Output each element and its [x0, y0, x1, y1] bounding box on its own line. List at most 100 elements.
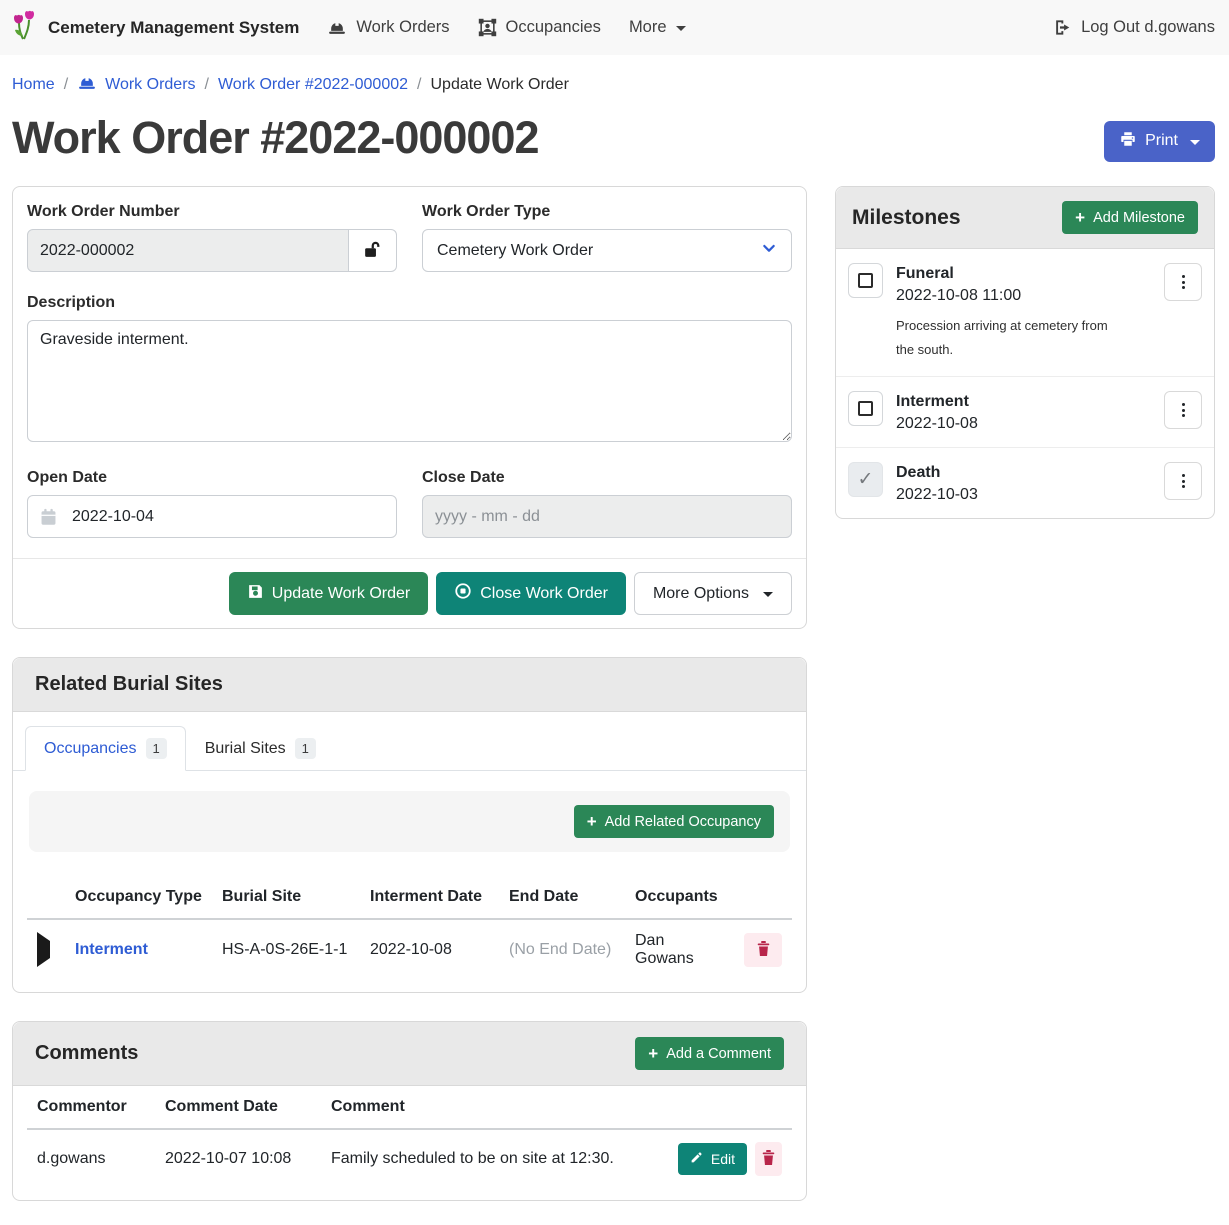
breadcrumb-home[interactable]: Home [12, 76, 55, 93]
nav-more[interactable]: More [629, 18, 686, 37]
tab-occupancies-count: 1 [145, 738, 167, 759]
breadcrumb: Home / Work Orders / Work Order #2022-00… [0, 55, 1229, 96]
add-related-occupancy-label: Add Related Occupancy [604, 813, 761, 830]
comment-date-cell: 2022-10-07 10:08 [165, 1150, 292, 1167]
logout-icon [1053, 18, 1072, 37]
app-brand[interactable]: Cemetery Management System [12, 10, 299, 45]
delete-occupancy-button[interactable] [744, 933, 782, 967]
work-order-number-input[interactable] [27, 229, 349, 272]
close-date-input[interactable] [422, 495, 792, 538]
header-actions [670, 1086, 792, 1130]
description-textarea[interactable]: Graveside interment. [27, 320, 792, 442]
occupancy-type-link[interactable]: Interment [75, 941, 148, 958]
milestone-name: Funeral [896, 265, 954, 282]
nav-occupancies[interactable]: Occupancies [478, 18, 601, 37]
header-actions [734, 876, 792, 920]
app-title: Cemetery Management System [48, 17, 300, 37]
trash-icon [756, 940, 771, 960]
update-work-order-button[interactable]: Update Work Order [228, 572, 429, 615]
unlock-button[interactable] [349, 229, 397, 272]
breadcrumb-work-orders[interactable]: Work Orders [77, 74, 196, 96]
tulip-logo-icon [12, 10, 38, 45]
chevron-down-icon [675, 26, 686, 31]
hard-hat-icon [77, 74, 97, 96]
milestone-date: 2022-10-03 [896, 486, 978, 504]
description-label: Description [27, 294, 116, 311]
edit-comment-button[interactable]: Edit [677, 1143, 747, 1175]
header-commentor: Commentor [27, 1086, 155, 1130]
header-expand [27, 876, 65, 920]
more-options-label: More Options [652, 584, 749, 602]
more-options-button[interactable]: More Options [633, 572, 792, 615]
breadcrumb-separator: / [204, 76, 209, 93]
breadcrumb-work-order-number[interactable]: Work Order #2022-000002 [217, 76, 409, 93]
milestone-date: 2022-10-08 [896, 415, 978, 433]
add-comment-label: Add a Comment [666, 1045, 771, 1062]
milestone-name: Death [896, 464, 941, 482]
related-burial-sites-title: Related Burial Sites [35, 673, 223, 695]
occupancy-frame-person-icon [478, 18, 497, 37]
open-date-input[interactable] [27, 495, 397, 538]
breadcrumb-work-orders-label: Work Orders [105, 76, 196, 93]
nav-work-orders[interactable]: Work Orders [327, 18, 450, 37]
plus-icon: + [1075, 208, 1086, 227]
open-date-label: Open Date [27, 469, 108, 486]
tab-burial-sites[interactable]: Burial Sites 1 [186, 726, 335, 771]
checkbox-empty-icon [858, 273, 873, 288]
comment-row: d.gowans 2022-10-07 10:08 Family schedul… [27, 1129, 792, 1188]
pencil-icon [690, 1151, 703, 1167]
breadcrumb-separator: / [63, 76, 69, 93]
milestone-name: Interment [896, 393, 969, 411]
work-order-type-select[interactable]: Cemetery Work Order [422, 229, 792, 272]
occupancies-toolbar: + Add Related Occupancy [29, 791, 790, 852]
milestone-menu-button[interactable] [1164, 391, 1202, 430]
occupants-cell: Dan Gowans [635, 932, 694, 967]
lock-open-icon [363, 239, 382, 263]
delete-comment-button[interactable] [755, 1142, 782, 1176]
add-comment-button[interactable]: + Add a Comment [635, 1037, 784, 1070]
milestone-item: ✓ Death 2022-10-03 [836, 448, 1214, 518]
tab-occupancies[interactable]: Occupancies 1 [25, 726, 186, 771]
print-button[interactable]: Print [1104, 120, 1215, 162]
interment-date-cell: 2022-10-08 [370, 941, 452, 958]
plus-icon: + [586, 812, 597, 831]
milestone-checkbox[interactable] [848, 391, 883, 427]
header-comment: Comment [321, 1086, 670, 1130]
add-related-occupancy-button[interactable]: + Add Related Occupancy [573, 805, 774, 838]
expand-row-icon[interactable] [37, 932, 50, 967]
edit-comment-label: Edit [710, 1151, 735, 1167]
checkbox-empty-icon [858, 401, 873, 417]
milestone-checkbox[interactable] [848, 263, 883, 298]
nav-occupancies-label: Occupancies [505, 18, 601, 36]
occupancy-row: Interment HS-A-0S-26E-1-1 2022-10-08 (No… [27, 919, 792, 980]
header-comment-date: Comment Date [155, 1086, 321, 1130]
comment-cell: Family scheduled to be on site at 12:30. [331, 1150, 614, 1167]
header-interment-date: Interment Date [360, 876, 499, 920]
tab-burial-sites-count: 1 [294, 738, 316, 759]
comments-title: Comments [35, 1042, 139, 1064]
milestone-menu-button[interactable] [1164, 263, 1202, 301]
work-order-form-card: Work Order Number [12, 186, 807, 629]
milestones-title: Milestones [852, 205, 961, 229]
breadcrumb-current: Update Work Order [430, 76, 569, 93]
milestone-note: Procession arriving at cemetery from the… [896, 318, 1108, 358]
milestone-checkbox[interactable]: ✓ [848, 462, 883, 498]
add-milestone-label: Add Milestone [1093, 209, 1185, 226]
logout-button[interactable]: Log Out d.gowans [1053, 18, 1215, 37]
comments-table: Commentor Comment Date Comment d.gowans … [27, 1086, 792, 1188]
header-burial-site: Burial Site [212, 876, 360, 920]
work-order-type-label: Work Order Type [422, 203, 551, 220]
header-occupancy-type: Occupancy Type [65, 876, 212, 920]
occupancies-table: Occupancy Type Burial Site Interment Dat… [27, 876, 792, 980]
chevron-down-icon [1190, 139, 1200, 145]
milestone-date: 2022-10-08 11:00 [896, 287, 1022, 304]
close-work-order-button[interactable]: Close Work Order [436, 572, 626, 615]
breadcrumb-separator: / [417, 76, 422, 93]
add-milestone-button[interactable]: + Add Milestone [1062, 201, 1198, 234]
logout-label: Log Out d.gowans [1081, 18, 1215, 36]
chevron-down-icon [761, 240, 777, 261]
milestone-item: Funeral 2022-10-08 11:00 Procession arri… [836, 249, 1214, 378]
milestones-card: Milestones + Add Milestone Funeral 2022-… [835, 186, 1215, 520]
milestone-menu-button[interactable] [1164, 462, 1202, 501]
chevron-down-icon [763, 592, 773, 597]
